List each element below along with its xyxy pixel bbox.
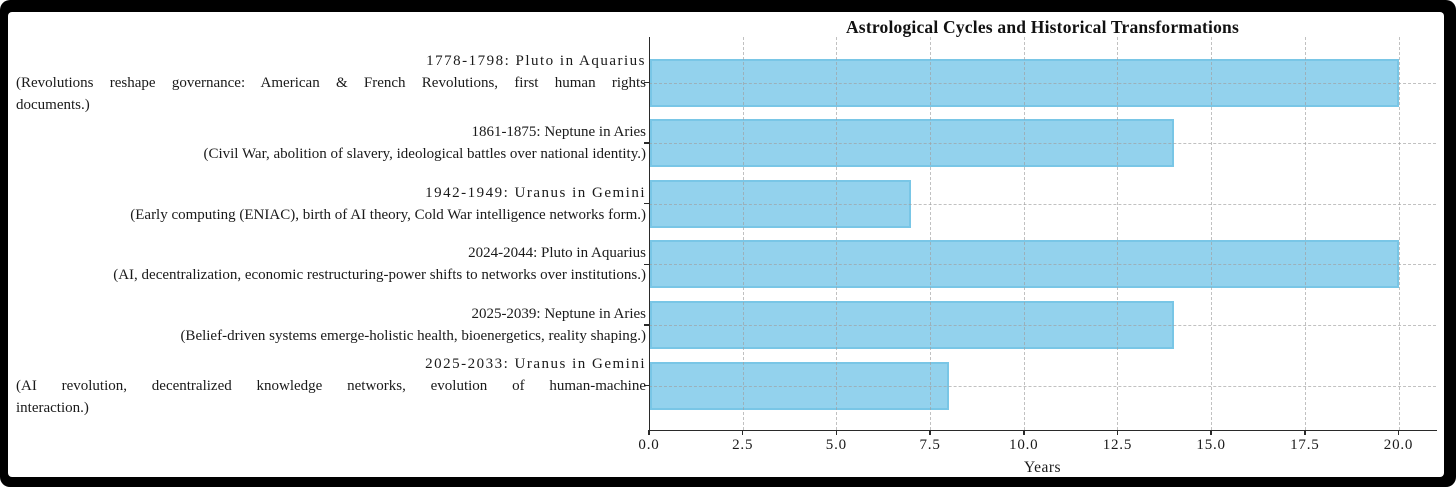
x-tick-label: 0.0 — [638, 437, 660, 453]
x-tick-label: 12.5 — [1102, 437, 1133, 453]
y-tick-mark — [644, 263, 649, 266]
category-label: 1861-1875: Neptune in Aries (Civil War, a… — [16, 121, 646, 165]
category-label: 2025-2033: Uranus in Gemini (AI revolutio… — [16, 353, 646, 419]
x-tick-label: 17.5 — [1290, 437, 1320, 453]
x-tick-mark — [835, 430, 838, 435]
h-gridline — [649, 82, 1436, 84]
category-description-line: (AI revolution, decentralized knowledge … — [16, 377, 646, 394]
y-tick-mark — [644, 324, 649, 326]
v-gridline — [1211, 37, 1213, 430]
v-gridline — [1117, 37, 1119, 430]
category-heading: 2025-2039: Neptune in Aries — [471, 305, 646, 322]
x-tick-label: 15.0 — [1196, 437, 1226, 453]
category-label: 1942-1949: Uranus in Gemini (Early comput… — [16, 182, 646, 226]
h-gridline — [649, 264, 1436, 266]
v-gridline — [930, 37, 932, 430]
category-heading: 2025-2033: Uranus in Gemini — [425, 355, 646, 372]
category-description-line: (Revolutions reshape governance: America… — [16, 74, 646, 91]
category-description-line: (AI, decentralization, economic restruct… — [113, 267, 646, 284]
x-tick-mark — [929, 430, 931, 435]
y-tick-mark — [644, 142, 649, 144]
category-description-line: (Belief-driven systems emerge-holistic h… — [180, 327, 646, 344]
category-heading: 1778-1798: Pluto in Aquarius — [426, 52, 646, 69]
v-gridline — [836, 37, 838, 430]
category-label: 1778-1798: Pluto in Aquarius (Revolutions… — [16, 50, 646, 116]
v-gridline — [1304, 37, 1306, 430]
x-tick-mark — [1022, 430, 1025, 435]
x-tick-label: 2.5 — [732, 437, 754, 453]
x-tick-mark — [1304, 430, 1306, 435]
x-tick-label: 10.0 — [1009, 437, 1039, 453]
v-gridline — [1023, 37, 1025, 430]
y-tick-mark — [644, 384, 649, 387]
v-gridline — [1398, 37, 1400, 430]
x-tick-label: 20.0 — [1383, 437, 1414, 453]
x-tick-mark — [648, 430, 650, 435]
x-tick-mark — [1116, 430, 1119, 435]
x-tick-label: 7.5 — [919, 437, 941, 453]
category-description-line: interaction.) — [16, 399, 89, 416]
x-tick-label: 5.0 — [825, 437, 847, 453]
y-tick-mark — [644, 202, 649, 205]
h-gridline — [649, 324, 1436, 326]
category-heading: 1861-1875: Neptune in Aries — [471, 124, 646, 141]
h-gridline — [649, 385, 1436, 387]
category-label: 2024-2044: Pluto in Aquarius (AI, decentr… — [16, 242, 646, 286]
category-label: 2025-2039: Neptune in Aries (Belief-drive… — [16, 303, 646, 347]
x-axis-label: Years — [1023, 459, 1062, 476]
category-heading: 1942-1949: Uranus in Gemini — [425, 184, 646, 201]
category-heading: 2024-2044: Pluto in Aquarius — [468, 245, 646, 262]
x-tick-mark — [741, 430, 744, 435]
chart-title: Astrological Cycles and Historical Trans… — [845, 17, 1240, 37]
category-description-line: (Civil War, abolition of slavery, ideolo… — [203, 146, 646, 163]
category-description-line: (Early computing (ENIAC), birth of AI th… — [130, 206, 646, 223]
x-tick-mark — [1210, 430, 1212, 435]
category-description-line: documents.) — [16, 96, 90, 113]
y-tick-mark — [644, 81, 649, 84]
h-gridline — [649, 143, 1436, 145]
h-gridline — [649, 203, 1436, 205]
chart-canvas: Astrological Cycles and Historical Trans… — [8, 12, 1444, 477]
v-gridline — [742, 37, 744, 430]
x-tick-mark — [1397, 430, 1400, 435]
